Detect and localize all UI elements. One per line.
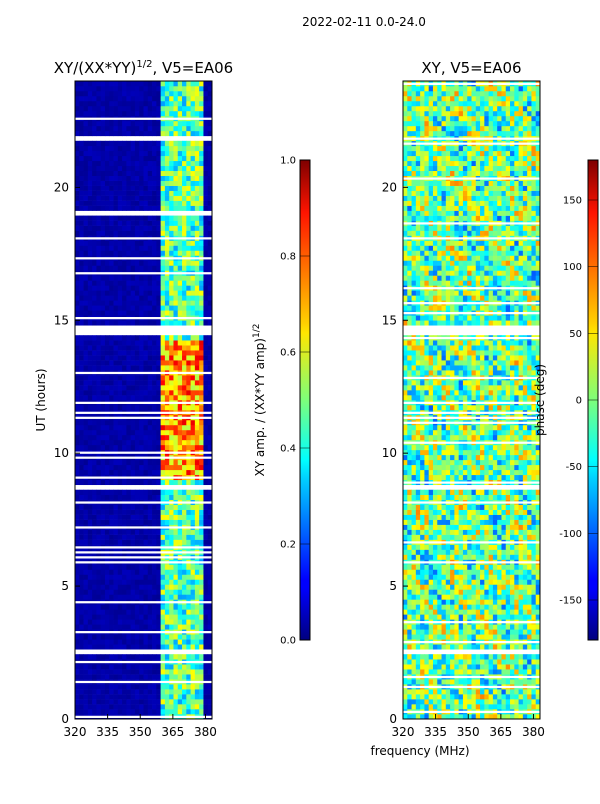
amplitude-title-exp: 1/2: [136, 59, 152, 70]
phase-colorbar-tick-label: -50: [566, 462, 582, 473]
phase-colorbar-tick-label: -150: [559, 596, 582, 607]
phase-y-tick-label: 20: [382, 180, 397, 194]
phase-colorbar-tick-label: 50: [569, 329, 582, 340]
amplitude-colorbar-label-main: XY amp. / (XX*YY amp): [253, 338, 267, 476]
phase-panel: XY, V5=EA06 320 335 350 365 380 0 5 10 15 20 freq…: [370, 59, 544, 758]
amplitude-title-rest: , V5=EA06: [152, 59, 233, 77]
amplitude-title-main: XY/(XX*YY): [54, 59, 137, 77]
phase-y-tick-label: 10: [382, 446, 397, 460]
phase-colorbar-tick-label: 0: [576, 396, 582, 407]
phase-x-tick-label: 335: [424, 725, 447, 739]
phase-y-tick-label: 0: [389, 712, 397, 726]
amplitude-y-tick-label: 5: [61, 579, 69, 593]
phase-colorbar: -150 -100 -50 0 50 100 150 phase (deg): [533, 160, 598, 640]
phase-x-tick-label: 365: [489, 725, 512, 739]
phase-panel-title: XY, V5=EA06: [421, 59, 521, 77]
phase-heatmap: [403, 81, 540, 719]
amplitude-colorbar-bar: [300, 160, 310, 640]
amplitude-y-tick-label: 15: [54, 313, 69, 327]
amplitude-panel-title: XY/(XX*YY)1/2, V5=EA06: [54, 59, 233, 77]
phase-colorbar-tick-label: 150: [563, 196, 582, 207]
amplitude-heatmap: [75, 81, 212, 719]
amplitude-colorbar-label-exp: 1/2: [252, 324, 262, 338]
amplitude-colorbar-tick-label: 0.4: [280, 444, 296, 455]
amplitude-colorbar-label: XY amp. / (XX*YY amp)1/2: [252, 324, 267, 477]
phase-colorbar-tick-label: 100: [563, 262, 582, 273]
amplitude-x-tick-label: 380: [194, 725, 217, 739]
phase-xlabel: frequency (MHz): [370, 744, 469, 758]
amplitude-x-tick-label: 320: [64, 725, 87, 739]
amplitude-colorbar-tick-label: 0.8: [280, 252, 296, 263]
amplitude-colorbar: 0.0 0.2 0.4 0.6 0.8 1.0 XY amp. / (XX*YY amp)…: [252, 156, 310, 647]
figure-suptitle: 2022-02-11 0.0-24.0: [302, 15, 426, 29]
phase-x-tick-label: 350: [457, 725, 480, 739]
phase-x-tick-label: 380: [522, 725, 545, 739]
amplitude-colorbar-tick-label: 0.2: [280, 540, 296, 551]
amplitude-colorbar-tick-label: 1.0: [280, 156, 296, 167]
phase-x-tick-label: 320: [392, 725, 415, 739]
phase-y-tick-label: 15: [382, 313, 397, 327]
amplitude-panel: XY/(XX*YY)1/2, V5=EA06 320 335 350 365 380 0 5…: [34, 59, 233, 739]
amplitude-y-tick-label: 10: [54, 446, 69, 460]
amplitude-x-tick-label: 335: [96, 725, 119, 739]
amplitude-y-tick-label: 0: [61, 712, 69, 726]
amplitude-y-tick-label: 20: [54, 180, 69, 194]
amplitude-colorbar-tick-label: 0.0: [280, 636, 296, 647]
phase-colorbar-label: phase (deg): [533, 364, 547, 436]
amplitude-ylabel: UT (hours): [34, 368, 48, 431]
amplitude-x-tick-label: 365: [161, 725, 184, 739]
amplitude-colorbar-tick-label: 0.6: [280, 348, 296, 359]
amplitude-x-tick-label: 350: [129, 725, 152, 739]
phase-colorbar-tick-label: -100: [559, 529, 582, 540]
phase-y-tick-label: 5: [389, 579, 397, 593]
